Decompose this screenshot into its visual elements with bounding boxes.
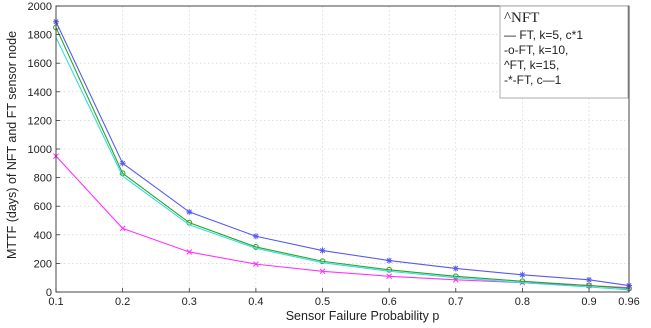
legend-box (499, 5, 629, 99)
series-line (55, 21, 630, 287)
x-tick-label: 0.9 (581, 296, 596, 308)
legend: ^NFT — FT, k=5, c*1-o-FT, k=10,^FT, k=15… (499, 5, 629, 99)
data-point-circle-marker (319, 258, 326, 265)
data-point-star-marker (519, 271, 526, 278)
data-point-star-marker (252, 233, 259, 240)
data-point-star-marker (119, 160, 126, 167)
series-line (55, 27, 630, 289)
data-point-star-marker (586, 276, 593, 283)
y-tick-label: 2000 (28, 1, 52, 13)
y-tick-label: 1000 (28, 144, 52, 156)
x-tick-label: 0.3 (182, 296, 197, 308)
data-point-circle-marker (452, 273, 459, 280)
x-axis-label: Sensor Failure Probability p (286, 309, 440, 323)
data-point-x-marker (319, 268, 326, 275)
x-tick-label: 0.96 (618, 296, 639, 308)
x-tick-label: 0.2 (115, 296, 130, 308)
axes: 0 200 400 600 800 1000 1200 1400 1600 1800 2000 0.1… (28, 1, 640, 308)
data-point-circle-marker (586, 282, 592, 289)
legend-entry: ^FT, k=15, (504, 58, 559, 72)
series-lines (53, 18, 632, 292)
data-point-x-marker (386, 273, 392, 280)
data-point-x-marker (119, 225, 126, 232)
legend-entry: — FT, k=5, c*1 (504, 28, 583, 42)
series-line (55, 37, 630, 291)
x-tick-label: 0.8 (515, 296, 530, 308)
data-point-star-marker (452, 265, 459, 272)
x-tick-label: 0.4 (248, 296, 263, 308)
x-tick-label: 0.1 (48, 296, 63, 308)
x-tick-label: 0.6 (381, 296, 396, 308)
y-tick-label: 1800 (28, 30, 52, 42)
data-point-star-marker (319, 247, 326, 254)
x-tick-label: 0.7 (448, 296, 463, 308)
data-point-x-marker (253, 261, 259, 267)
series-line (55, 155, 630, 289)
y-tick-label: 600 (34, 201, 52, 213)
y-axis-label: MTTF (days) of NFT and FT sensor node (5, 31, 19, 259)
series-4 (55, 37, 630, 291)
y-tick-label: 1400 (28, 87, 52, 99)
y-tick-label: 800 (34, 173, 52, 185)
y-tick-label: 1200 (28, 115, 52, 127)
data-point-x-marker (186, 249, 193, 255)
legend-title: ^NFT (504, 10, 539, 26)
y-tick-label: 400 (34, 230, 52, 242)
legend-entry: -o-FT, k=10, (504, 43, 568, 57)
y-tick-label: 0 (46, 287, 52, 299)
legend-entry: -*-FT, c—1 (504, 73, 562, 87)
y-tick-label: 1600 (28, 58, 52, 70)
data-point-star-marker (186, 208, 193, 215)
x-tick-label: 0.5 (315, 296, 330, 308)
y-tick-label: 200 (34, 258, 52, 270)
data-point-circle-marker (386, 266, 393, 273)
data-point-star-marker (386, 257, 393, 264)
data-point-circle-marker (519, 278, 526, 285)
series-2 (53, 24, 632, 292)
